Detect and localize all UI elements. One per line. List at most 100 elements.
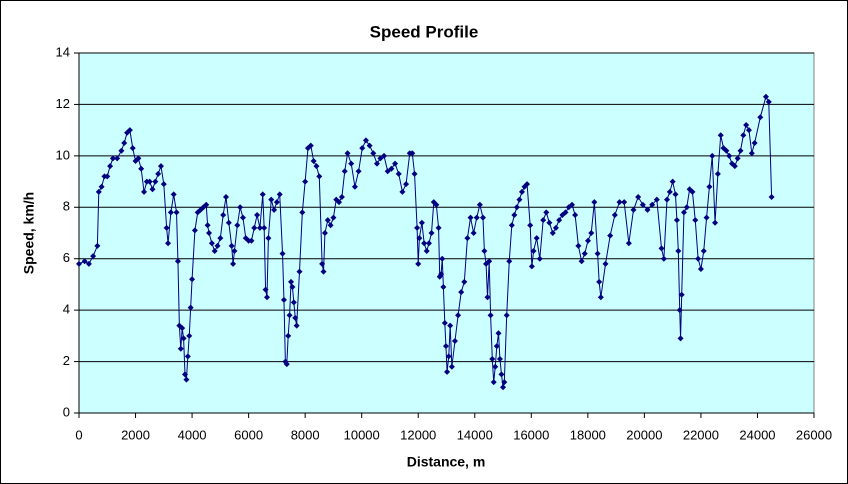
data-marker <box>448 363 455 370</box>
data-marker <box>528 263 535 270</box>
y-tick-label: 12 <box>56 96 70 111</box>
data-marker <box>666 188 673 195</box>
data-marker <box>678 291 685 298</box>
data-marker <box>421 240 428 247</box>
data-marker <box>748 150 755 157</box>
data-marker <box>319 260 326 267</box>
data-marker <box>712 219 719 226</box>
data-marker <box>292 314 299 321</box>
data-marker <box>263 294 270 301</box>
data-marker <box>320 268 327 275</box>
y-tick-label: 4 <box>63 302 70 317</box>
data-marker <box>500 384 507 391</box>
x-tick-label: 8000 <box>291 427 320 442</box>
x-tick-label: 26000 <box>796 427 832 442</box>
data-marker <box>388 165 395 172</box>
data-marker <box>569 201 576 208</box>
data-marker <box>464 235 471 242</box>
data-marker <box>348 160 355 167</box>
data-marker <box>165 240 172 247</box>
data-marker <box>597 294 604 301</box>
data-marker <box>591 199 598 206</box>
data-marker <box>653 196 660 203</box>
data-marker <box>594 250 601 257</box>
data-marker <box>262 286 269 293</box>
x-tick-label: 22000 <box>683 427 719 442</box>
data-marker <box>138 165 145 172</box>
data-marker <box>313 163 320 170</box>
data-marker <box>473 214 480 221</box>
data-marker <box>689 188 696 195</box>
data-marker <box>433 201 440 208</box>
data-marker <box>501 379 508 386</box>
data-marker <box>492 363 499 370</box>
data-marker <box>135 155 142 162</box>
data-marker <box>109 155 116 162</box>
data-marker <box>230 260 237 267</box>
data-marker <box>316 173 323 180</box>
data-marker <box>285 332 292 339</box>
data-marker <box>734 155 741 162</box>
data-marker <box>381 152 388 159</box>
data-marker <box>435 224 442 231</box>
data-marker <box>489 356 496 362</box>
data-marker <box>384 168 391 175</box>
data-marker <box>351 183 358 190</box>
x-tick-label: 12000 <box>400 427 436 442</box>
data-marker <box>496 356 503 362</box>
data-marker <box>765 98 772 105</box>
data-marker <box>155 170 162 177</box>
data-marker <box>530 248 537 254</box>
y-tick-label: 10 <box>56 147 70 162</box>
data-marker <box>409 150 416 157</box>
data-marker <box>556 217 563 224</box>
data-marker <box>745 127 752 134</box>
data-marker <box>508 222 515 229</box>
data-marker <box>498 371 505 378</box>
data-marker <box>223 194 229 200</box>
data-marker <box>98 183 105 190</box>
data-marker <box>85 260 92 267</box>
data-marker <box>680 209 687 216</box>
y-tick-label: 0 <box>63 404 70 419</box>
data-marker <box>167 209 174 216</box>
data-marker <box>737 147 744 154</box>
data-marker <box>476 201 483 208</box>
data-marker <box>697 266 704 272</box>
data-marker <box>441 320 448 326</box>
data-marker <box>214 242 221 249</box>
data-marker <box>403 181 410 188</box>
data-marker <box>673 217 680 224</box>
y-tick-label: 8 <box>63 199 70 214</box>
data-marker <box>546 219 553 226</box>
data-marker <box>596 278 603 285</box>
data-marker <box>290 299 297 306</box>
data-marker <box>717 132 724 139</box>
data-marker <box>575 242 582 249</box>
data-marker <box>163 224 170 231</box>
data-marker <box>428 230 435 236</box>
data-marker <box>129 145 136 152</box>
data-marker <box>676 307 683 314</box>
data-marker <box>416 235 423 242</box>
data-marker <box>179 325 186 332</box>
data-marker <box>204 222 211 229</box>
data-marker <box>438 271 445 278</box>
data-marker <box>359 145 366 152</box>
data-marker <box>265 235 272 242</box>
data-marker <box>677 335 684 342</box>
data-marker <box>173 209 180 216</box>
data-marker <box>572 212 579 218</box>
data-marker <box>415 260 422 267</box>
data-marker <box>146 178 153 185</box>
x-axis-title: Distance, m <box>407 454 486 470</box>
data-marker <box>411 170 418 177</box>
data-marker <box>271 206 278 213</box>
data-marker <box>254 212 261 218</box>
data-marker <box>114 155 121 162</box>
data-marker <box>186 332 193 339</box>
data-marker <box>273 199 280 206</box>
data-marker <box>225 219 232 226</box>
data-marker <box>479 214 486 221</box>
